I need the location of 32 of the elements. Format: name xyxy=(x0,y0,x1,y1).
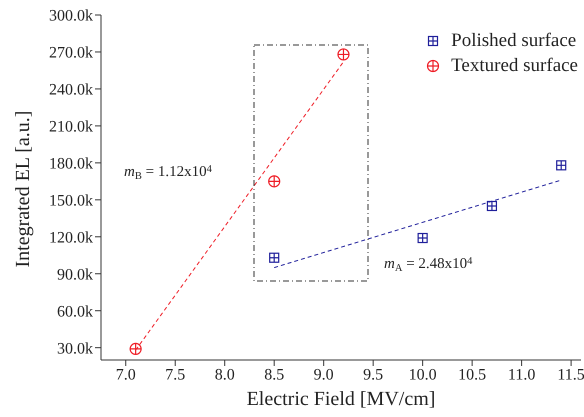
y-tick-label: 120.0k xyxy=(49,229,93,246)
annotation: m$_{B}$ = 1.12x10$^{4}$ xyxy=(124,164,213,182)
x-tick-label: 9.0 xyxy=(314,366,334,384)
legend-label: Polished surface xyxy=(451,29,576,53)
y-tick-label: 240.0k xyxy=(49,82,93,99)
point xyxy=(269,252,280,263)
point xyxy=(556,160,566,170)
y-tick-label: 60.0k xyxy=(57,303,93,320)
x-tick-label: 8.5 xyxy=(264,366,284,384)
point xyxy=(268,175,280,188)
x-tick-label: 7.5 xyxy=(165,366,186,384)
y-tick-label: 210.0k xyxy=(49,118,93,136)
x-tick-label: 10.5 xyxy=(458,366,486,384)
x-tick-label: 9.5 xyxy=(363,366,384,384)
point xyxy=(418,232,428,244)
legend-label: Textured surface xyxy=(451,54,578,78)
x-tick-label: 11.0 xyxy=(508,366,536,384)
y-tick-label: 90.0k xyxy=(57,266,93,284)
y-tick-label: 150.0k xyxy=(49,192,93,210)
y-tick-label: 300.0k xyxy=(49,8,93,25)
x-tick-label: 7.0 xyxy=(116,366,136,384)
y-axis-title: Integrated EL [a.u.] xyxy=(12,110,34,268)
x-tick-label: 10.0 xyxy=(408,366,437,384)
x-tick-label: 8.0 xyxy=(214,366,235,384)
x-tick-label: 11.5 xyxy=(557,366,584,384)
point xyxy=(486,200,498,212)
y-tick-label: 180.0k xyxy=(49,156,93,173)
y-tick-label: 270.0k xyxy=(49,44,93,62)
annotation: m$_{A}$ = 2.48x10$^{4}$ xyxy=(384,256,474,274)
point xyxy=(337,48,350,61)
y-tick-label: 30.0k xyxy=(57,340,93,358)
x-axis-title: Electric Field [MV/cm] xyxy=(246,388,436,410)
